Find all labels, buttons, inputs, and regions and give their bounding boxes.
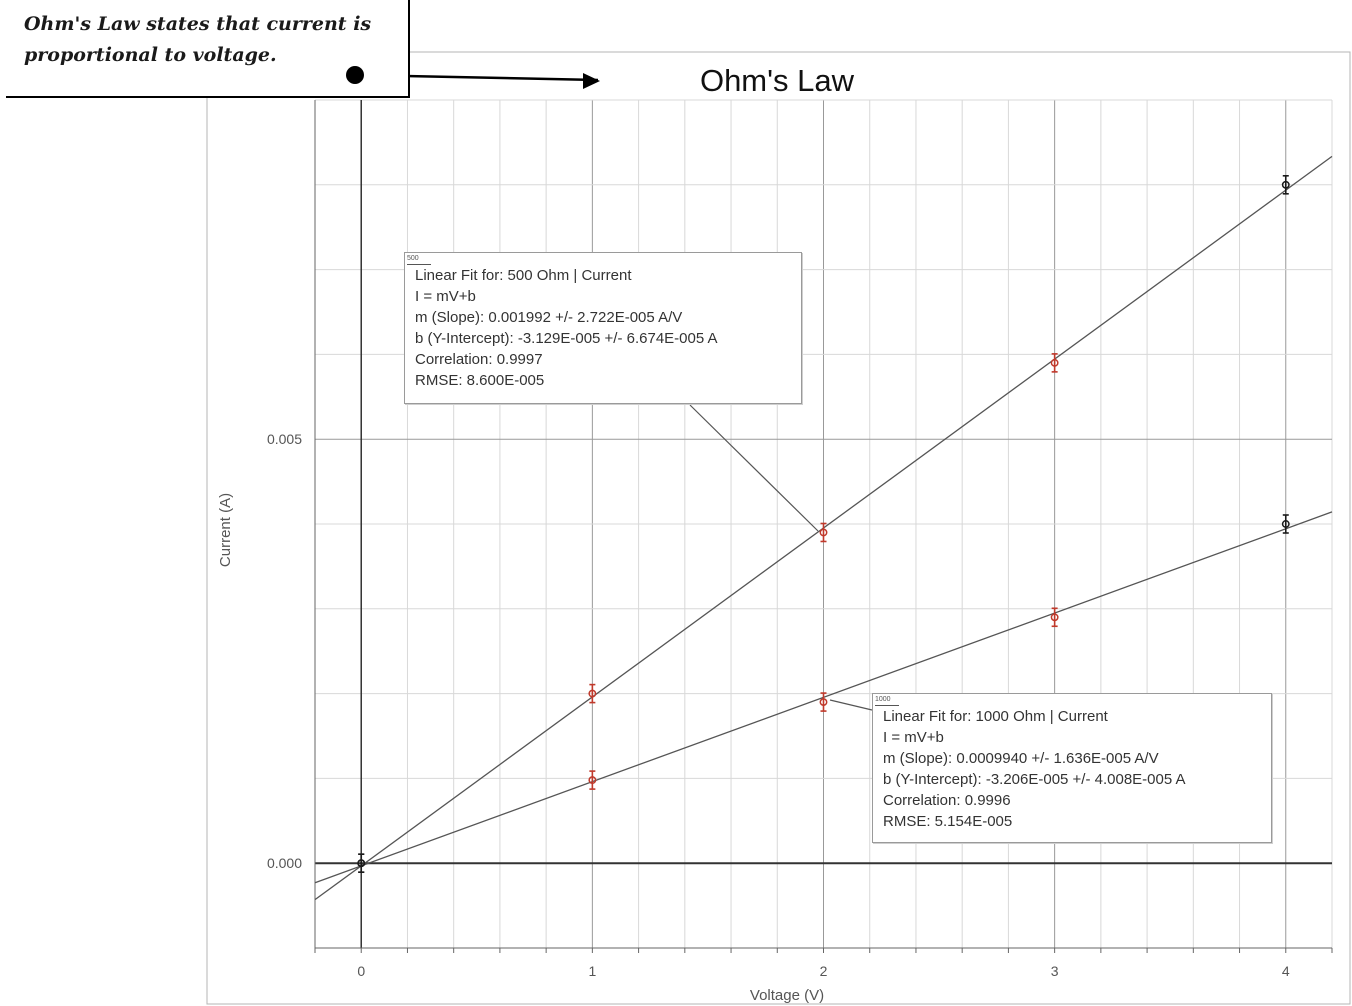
data-point [357, 859, 366, 868]
fit-equation: I = mV+b [883, 729, 944, 746]
fit-rmse: RMSE: 5.154E-005 [883, 813, 1013, 830]
axes [314, 100, 1333, 953]
fit-1000-leader [829, 699, 873, 711]
fit-intercept: b (Y-Intercept): -3.129E-005 +/- 6.674E-… [415, 330, 718, 347]
fit-intercept: b (Y-Intercept): -3.206E-005 +/- 4.008E-… [883, 771, 1186, 788]
callout-line-2: proportional to voltage. [24, 44, 277, 66]
x-tick-label: 4 [1282, 963, 1290, 979]
fit-box-500-ohm[interactable]: 500 Linear Fit for: 500 Ohm | Current I … [404, 252, 802, 404]
annotation-callout: Ohm's Law states that current is proport… [6, 0, 410, 98]
fit-correlation: Correlation: 0.9997 [415, 351, 543, 368]
fit-tag-icon: 500 [407, 254, 431, 265]
y-tick-label: 0.005 [267, 431, 302, 447]
tick-labels: 0 1 2 3 4 0.000 0.005 [267, 431, 1290, 979]
x-tick-label: 1 [588, 963, 596, 979]
fit-500-leader [689, 404, 819, 532]
fit-header: Linear Fit for: 500 Ohm | Current [415, 267, 632, 284]
data-point [588, 689, 597, 698]
x-axis-label: Voltage (V) [750, 987, 824, 1004]
data-point [1281, 180, 1290, 189]
callout-arrow-head [583, 73, 600, 89]
data-points [357, 175, 1290, 874]
y-axis-label: Current (A) [217, 493, 234, 567]
data-point [819, 528, 828, 537]
data-point [1281, 520, 1290, 528]
fit-slope: m (Slope): 0.001992 +/- 2.722E-005 A/V [415, 309, 683, 326]
y-tick-label: 0.000 [267, 855, 302, 871]
callout-line-1: Ohm's Law states that current is [24, 13, 372, 35]
fit-correlation: Correlation: 0.9996 [883, 792, 1011, 809]
fit-tag-icon: 1000 [875, 695, 899, 706]
data-point [1050, 358, 1059, 367]
fit-rmse: RMSE: 8.600E-005 [415, 372, 545, 389]
fit-slope: m (Slope): 0.0009940 +/- 1.636E-005 A/V [883, 750, 1159, 767]
fit-header: Linear Fit for: 1000 Ohm | Current [883, 708, 1108, 725]
fit-equation: I = mV+b [415, 288, 476, 305]
x-tick-label: 3 [1051, 963, 1059, 979]
x-tick-label: 2 [820, 963, 828, 979]
fit-box-1000-ohm[interactable]: 1000 Linear Fit for: 1000 Ohm | Current … [872, 693, 1272, 843]
data-point [1050, 613, 1059, 622]
chart-title: Ohm's Law [700, 63, 855, 98]
data-point [819, 698, 828, 707]
graph-panel [206, 51, 1351, 1005]
data-point [588, 776, 597, 785]
x-tick-label: 0 [357, 963, 365, 979]
